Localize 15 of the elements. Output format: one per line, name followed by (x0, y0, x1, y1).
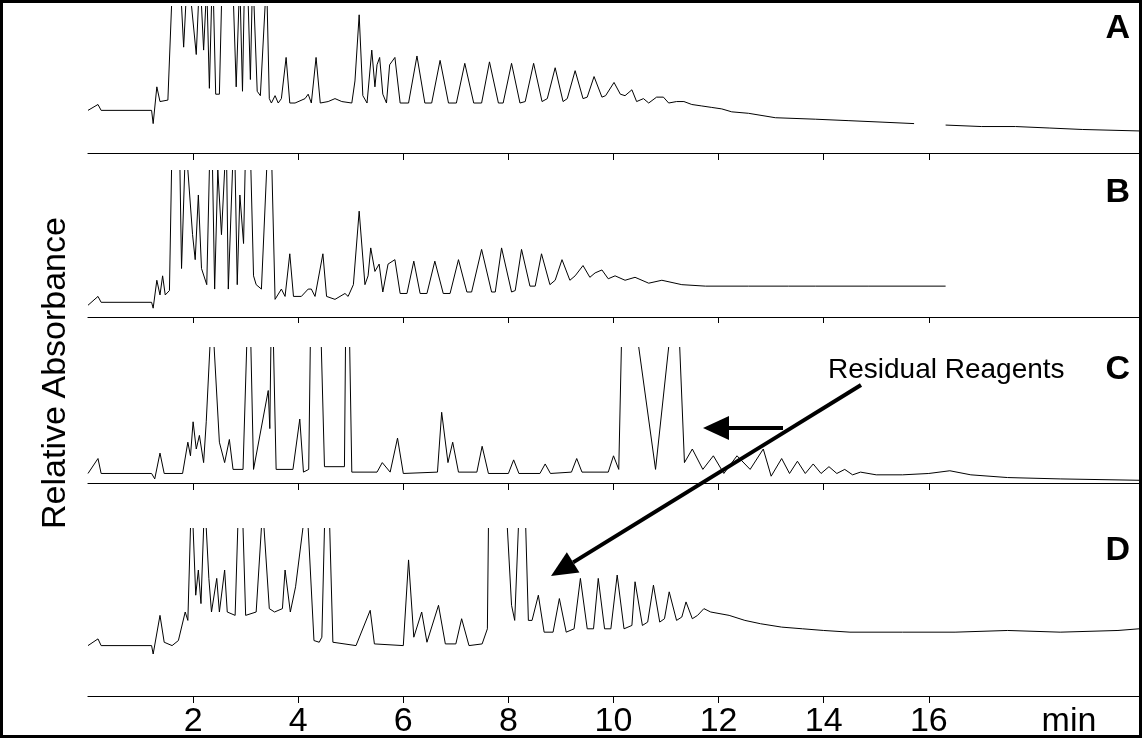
chart-title: A (1105, 7, 1131, 45)
x-tick-label: 10 (594, 700, 633, 738)
chart-title: B (1105, 171, 1131, 209)
y-axis-title: Relative Absorbance (33, 217, 73, 529)
x-tick-label: 16 (909, 700, 948, 738)
x-tick-label: 4 (288, 700, 308, 738)
chart-title: D (1105, 529, 1131, 567)
x-tick-label: 8 (498, 700, 518, 738)
chart-title: C (1105, 348, 1131, 386)
x-tick-label: 6 (393, 700, 413, 738)
x-tick-label: 2 (183, 700, 203, 738)
x-axis-title: min (1041, 700, 1097, 738)
x-tick-label: 14 (804, 700, 843, 738)
annotation: Residual Reagents (828, 353, 1065, 385)
x-tick-label: 12 (699, 700, 738, 738)
